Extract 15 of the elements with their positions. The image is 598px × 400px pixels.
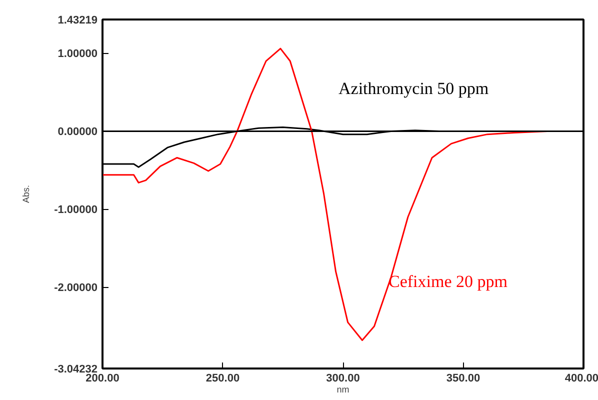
- y-tick-label: 1.43219: [58, 14, 98, 26]
- y-tick-label: 0.00000: [58, 126, 98, 138]
- y-tick-label: -1.00000: [54, 204, 98, 216]
- y-axis-title: Abs.: [21, 184, 32, 204]
- x-tick-label: 400.00: [564, 372, 598, 384]
- y-tick-label: -2.00000: [54, 282, 98, 294]
- annotation: Cefixime 20 ppm: [388, 272, 508, 291]
- x-tick-label: 250.00: [206, 372, 240, 384]
- x-tick-label: 300.00: [326, 372, 360, 384]
- x-tick-label: 200.00: [86, 372, 120, 384]
- y-tick-label: -3.04232: [54, 364, 98, 376]
- annotation: Azithromycin 50 ppm: [338, 79, 489, 98]
- x-tick-label: 350.00: [446, 372, 480, 384]
- x-axis-title: nm: [336, 384, 350, 394]
- y-tick-label: 1.00000: [58, 48, 98, 60]
